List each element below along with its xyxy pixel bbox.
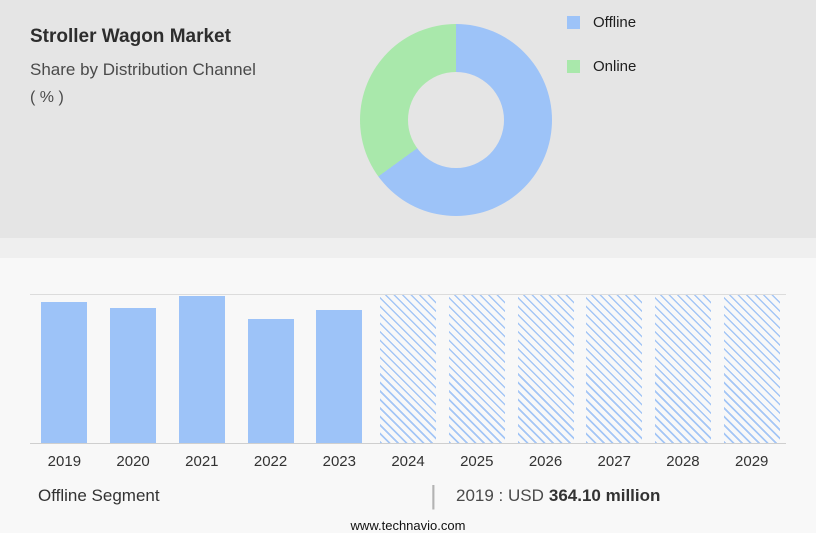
bar-column bbox=[99, 295, 168, 443]
page-title: Stroller Wagon Market bbox=[30, 26, 231, 47]
bar-2020 bbox=[110, 308, 157, 443]
bar-2022 bbox=[247, 318, 294, 443]
bar-column bbox=[167, 295, 236, 443]
caption-row: Offline Segment | 2019 : USD 364.10 milli… bbox=[0, 480, 816, 512]
segment-label: Offline Segment bbox=[38, 486, 160, 505]
title-block: Stroller Wagon Market Share by Distribut… bbox=[30, 26, 256, 107]
bar-2025 bbox=[448, 295, 505, 443]
value-amount: 364.10 million bbox=[548, 486, 661, 505]
legend-item-online: Online bbox=[567, 58, 636, 75]
x-axis-label-2019: 2019 bbox=[47, 453, 82, 470]
x-axis-label-2021: 2021 bbox=[185, 453, 219, 470]
bar-2026 bbox=[517, 295, 574, 443]
legend-label-online: Online bbox=[593, 58, 637, 75]
legend-item-offline: Offline bbox=[567, 14, 636, 31]
bar-2027 bbox=[586, 295, 643, 443]
value-prefix: 2019 : USD bbox=[456, 486, 544, 505]
bar-chart-section: 2019 2020 2021 2022 2023 2024 2025 2026 2027 2028… bbox=[30, 294, 786, 470]
legend-label-offline: Offline bbox=[593, 14, 637, 31]
unit-label: ( % ) bbox=[30, 89, 64, 106]
donut-section: Stroller Wagon Market Share by Distribut… bbox=[0, 0, 816, 238]
x-axis-label-2024: 2024 bbox=[391, 453, 425, 470]
legend: Offline Online bbox=[567, 14, 636, 102]
bar-column bbox=[649, 295, 718, 443]
donut-hole bbox=[408, 72, 504, 168]
online-legend-swatch bbox=[567, 60, 580, 73]
bar-2023 bbox=[316, 309, 363, 443]
x-axis-label-2029: 2029 bbox=[735, 453, 769, 470]
bar-column bbox=[236, 295, 305, 443]
bar-2019 bbox=[41, 302, 88, 443]
bar-column bbox=[30, 295, 99, 443]
bar-plot bbox=[30, 294, 786, 444]
x-axis-label-2020: 2020 bbox=[116, 453, 150, 470]
bar-2021 bbox=[178, 296, 225, 443]
bar-column bbox=[305, 295, 374, 443]
x-axis-label-2025: 2025 bbox=[460, 453, 494, 470]
x-axis-label-2026: 2026 bbox=[528, 453, 563, 470]
bar-labels: 2019 2020 2021 2022 2023 2024 2025 2026 2027 2028… bbox=[30, 453, 786, 470]
bar-2029 bbox=[723, 295, 780, 443]
bar-2024 bbox=[380, 295, 437, 443]
caption-value: 2019 : USD 364.10 million bbox=[456, 486, 660, 506]
x-axis-label-2023: 2023 bbox=[322, 453, 356, 470]
caption-separator: | bbox=[430, 480, 437, 510]
offline-legend-swatch bbox=[567, 16, 580, 29]
section-divider bbox=[0, 238, 816, 258]
donut-chart bbox=[360, 24, 552, 216]
bar-column bbox=[580, 295, 649, 443]
x-axis-label-2028: 2028 bbox=[666, 453, 700, 470]
bar-column bbox=[511, 295, 580, 443]
bar-2028 bbox=[654, 295, 711, 443]
bar-column bbox=[442, 295, 511, 443]
bar-column bbox=[717, 295, 786, 443]
website-url: www.technavio.com bbox=[350, 518, 466, 533]
page-subtitle: Share by Distribution Channel bbox=[30, 60, 256, 79]
x-axis-label-2022: 2022 bbox=[253, 453, 288, 470]
x-axis-label-2027: 2027 bbox=[597, 453, 631, 470]
bar-column bbox=[374, 295, 443, 443]
